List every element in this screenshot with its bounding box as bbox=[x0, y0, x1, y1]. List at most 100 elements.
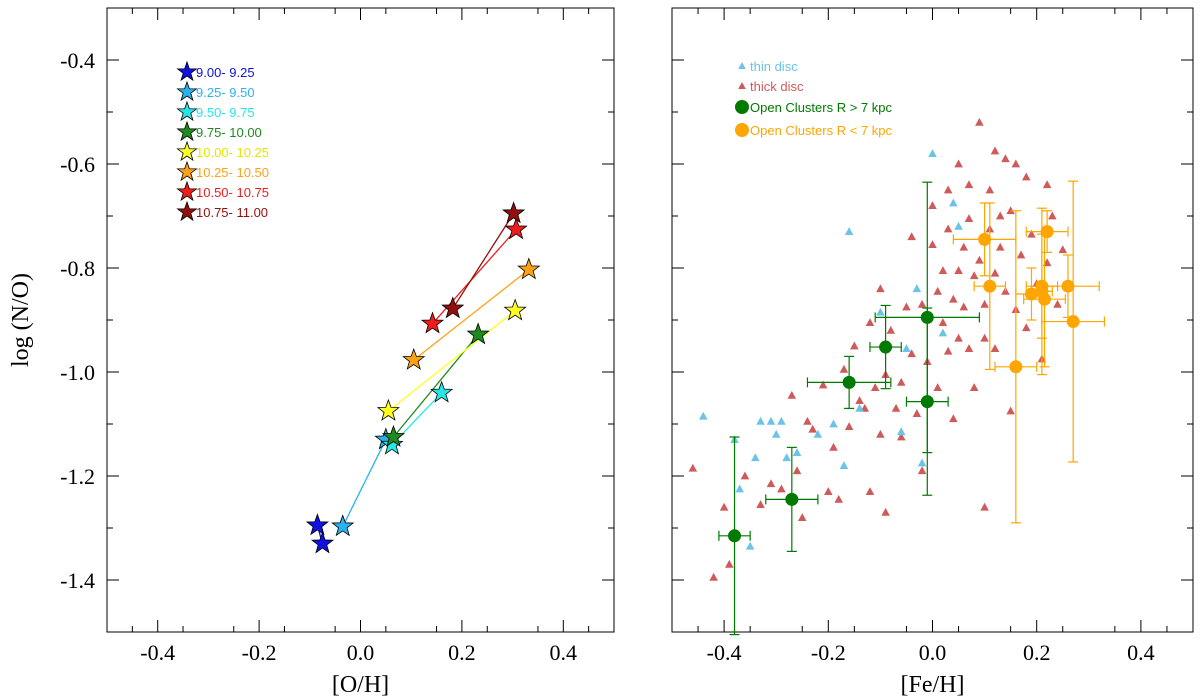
thick-disc-marker bbox=[818, 380, 828, 389]
series-line bbox=[342, 439, 387, 527]
thick-disc-marker bbox=[870, 383, 880, 391]
thin-disc-marker bbox=[777, 416, 786, 425]
star-marker bbox=[310, 531, 335, 554]
thin-disc-marker bbox=[792, 448, 802, 456]
thick-disc-marker bbox=[943, 185, 953, 194]
legend-label: 9.00- 9.25 bbox=[196, 65, 255, 80]
star-marker bbox=[502, 201, 526, 224]
y-tick-label: -0.4 bbox=[60, 48, 95, 73]
thick-disc-marker bbox=[797, 513, 807, 521]
cluster-marker bbox=[978, 232, 992, 246]
thin-disc-marker bbox=[917, 458, 927, 467]
legend-star-icon bbox=[176, 100, 198, 122]
cluster-marker bbox=[842, 375, 856, 389]
thick-disc-points bbox=[688, 117, 1068, 581]
thick-disc-marker bbox=[808, 424, 817, 433]
thick-disc-marker bbox=[954, 333, 963, 342]
star-marker bbox=[420, 311, 445, 334]
legend-label: 10.50- 10.75 bbox=[196, 185, 269, 200]
legend-label: Open Clusters R > 7 kpc bbox=[750, 100, 892, 115]
legend-star-icon bbox=[176, 140, 198, 162]
y-tick-label: -1.4 bbox=[60, 568, 95, 593]
cluster-marker bbox=[1040, 225, 1054, 239]
y-tick-label: -1.0 bbox=[60, 360, 95, 385]
thick-disc-marker bbox=[902, 302, 911, 311]
thin-disc-marker bbox=[855, 403, 864, 412]
x-tick-label: 0.4 bbox=[550, 640, 578, 665]
open-clusters-inner bbox=[952, 180, 1106, 524]
thick-disc-marker bbox=[855, 396, 864, 404]
thick-disc-marker bbox=[1016, 250, 1026, 259]
star-marker bbox=[430, 380, 454, 403]
thick-disc-marker bbox=[1048, 211, 1057, 220]
thick-disc-marker bbox=[1022, 323, 1031, 332]
thick-disc-marker bbox=[990, 146, 1000, 155]
legend-label: 10.00- 10.25 bbox=[196, 145, 269, 160]
thick-disc-marker bbox=[792, 466, 802, 475]
series-lines bbox=[316, 213, 530, 544]
thick-disc-marker bbox=[777, 484, 786, 493]
thin-disc-marker bbox=[902, 344, 911, 352]
thick-disc-marker bbox=[740, 471, 750, 480]
thick-disc-marker bbox=[980, 502, 989, 511]
thin-disc-marker bbox=[912, 284, 922, 293]
thick-disc-marker bbox=[1027, 229, 1036, 238]
thin-disc-marker bbox=[698, 411, 708, 420]
thick-disc-marker bbox=[938, 266, 948, 274]
x-tick-label: 0.2 bbox=[1023, 640, 1051, 665]
thick-disc-marker bbox=[959, 302, 969, 311]
legend-triangle-icon bbox=[738, 82, 746, 89]
thick-disc-marker bbox=[886, 325, 896, 334]
legend-star-icon bbox=[176, 180, 198, 202]
thick-disc-marker bbox=[756, 500, 765, 508]
thick-disc-marker bbox=[1006, 206, 1015, 215]
legend-label: 10.75- 11.00 bbox=[196, 205, 268, 220]
open-clusters-outer bbox=[718, 181, 980, 636]
thick-disc-marker bbox=[969, 271, 979, 280]
legend-circle-icon bbox=[735, 123, 749, 137]
thick-disc-marker bbox=[1042, 180, 1052, 189]
y-tick-label: -0.6 bbox=[60, 152, 95, 177]
legend-label: Open Clusters R < 7 kpc bbox=[750, 123, 892, 138]
legend-star-icon bbox=[176, 60, 198, 82]
right-panel: -0.4 -0.2 0.0 0.2 0.4 [Fe/H] thin disc thick di… bbox=[671, 7, 1194, 698]
legend-label: 10.25- 10.50 bbox=[196, 165, 269, 180]
thick-disc-marker bbox=[688, 463, 698, 472]
thick-disc-marker bbox=[975, 117, 984, 126]
thick-disc-marker bbox=[990, 344, 1000, 352]
legend-star-icon bbox=[176, 160, 198, 182]
thin-disc-marker bbox=[766, 416, 776, 425]
thick-disc-marker bbox=[896, 432, 906, 441]
x-tick-label: -0.2 bbox=[242, 640, 277, 665]
thick-disc-marker bbox=[824, 487, 833, 495]
thin-disc-marker bbox=[896, 427, 906, 436]
legend-label: 9.75- 10.00 bbox=[196, 125, 262, 140]
thick-disc-marker bbox=[990, 268, 1000, 277]
thick-disc-marker bbox=[1001, 154, 1010, 163]
thin-disc-marker bbox=[782, 453, 791, 462]
star-marker bbox=[376, 398, 400, 421]
thick-disc-marker bbox=[839, 364, 849, 373]
thick-disc-marker bbox=[917, 466, 927, 475]
star-marker bbox=[504, 217, 528, 240]
thick-disc-marker bbox=[980, 299, 989, 308]
thin-disc-marker bbox=[829, 419, 838, 428]
thick-disc-marker bbox=[959, 242, 969, 251]
thick-disc-marker bbox=[969, 383, 979, 391]
cluster-marker bbox=[1061, 279, 1075, 293]
thick-disc-marker bbox=[725, 559, 734, 568]
thick-disc-marker bbox=[709, 572, 718, 581]
thick-disc-marker bbox=[980, 333, 989, 342]
thin-disc-marker bbox=[954, 221, 963, 230]
thick-disc-marker bbox=[928, 201, 937, 209]
thick-disc-marker bbox=[933, 383, 942, 391]
series-line bbox=[432, 229, 517, 325]
thin-disc-marker bbox=[735, 484, 745, 493]
thick-disc-marker bbox=[1022, 172, 1031, 181]
thick-disc-marker bbox=[917, 299, 927, 308]
thin-disc-marker bbox=[938, 328, 948, 337]
series-line bbox=[413, 269, 530, 361]
legend-label: 9.25- 9.50 bbox=[196, 85, 255, 100]
thick-disc-marker bbox=[881, 507, 890, 516]
legend-label: thick disc bbox=[750, 79, 804, 94]
